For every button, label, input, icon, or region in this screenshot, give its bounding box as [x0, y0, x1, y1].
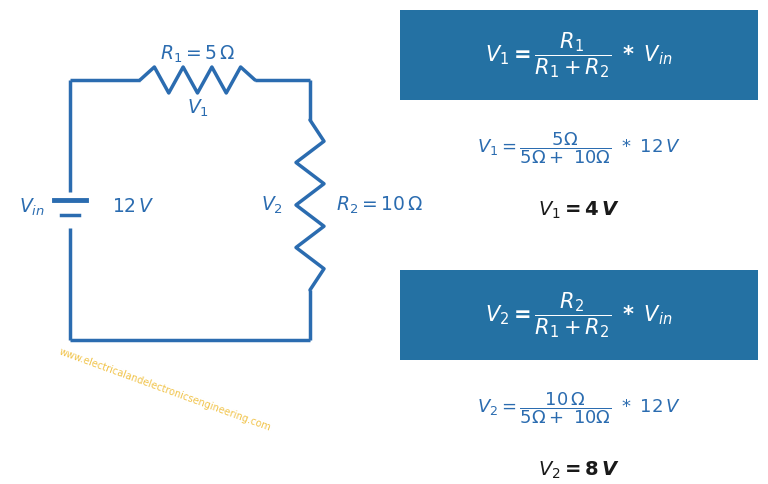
- Text: www.electricalandelectronicsengineering.com: www.electricalandelectronicsengineering.…: [58, 347, 273, 433]
- Text: $\boldsymbol{V_1 = 4\,V}$: $\boldsymbol{V_1 = 4\,V}$: [538, 199, 620, 221]
- Text: $V_2 = \dfrac{10\,\Omega}{5\Omega +\ 10\Omega}\ *\ 12\,V$: $V_2 = \dfrac{10\,\Omega}{5\Omega +\ 10\…: [477, 390, 681, 426]
- Text: $\boldsymbol{V_2 = 8\,V}$: $\boldsymbol{V_2 = 8\,V}$: [538, 459, 620, 481]
- Text: $12\,V$: $12\,V$: [112, 197, 155, 216]
- Text: $V_{in}$: $V_{in}$: [19, 197, 45, 218]
- Text: $V_1$: $V_1$: [187, 97, 208, 119]
- FancyBboxPatch shape: [400, 10, 758, 100]
- FancyBboxPatch shape: [400, 270, 758, 360]
- Text: $R_1 = 5\,\Omega$: $R_1 = 5\,\Omega$: [160, 44, 235, 65]
- Text: $V_1 = \dfrac{5\Omega}{5\Omega +\ 10\Omega}\ *\ 12\,V$: $V_1 = \dfrac{5\Omega}{5\Omega +\ 10\Ome…: [477, 130, 681, 166]
- Text: $\boldsymbol{V_1 = \dfrac{R_1}{R_1 + R_2}\ *\ V_{in}}$: $\boldsymbol{V_1 = \dfrac{R_1}{R_1 + R_2…: [485, 30, 673, 80]
- Text: $\boldsymbol{V_2 = \dfrac{R_2}{R_1 + R_2}\ *\ V_{in}}$: $\boldsymbol{V_2 = \dfrac{R_2}{R_1 + R_2…: [485, 290, 673, 340]
- Text: $V_2$: $V_2$: [261, 195, 283, 216]
- Text: $R_2 = 10\,\Omega$: $R_2 = 10\,\Omega$: [336, 195, 423, 216]
